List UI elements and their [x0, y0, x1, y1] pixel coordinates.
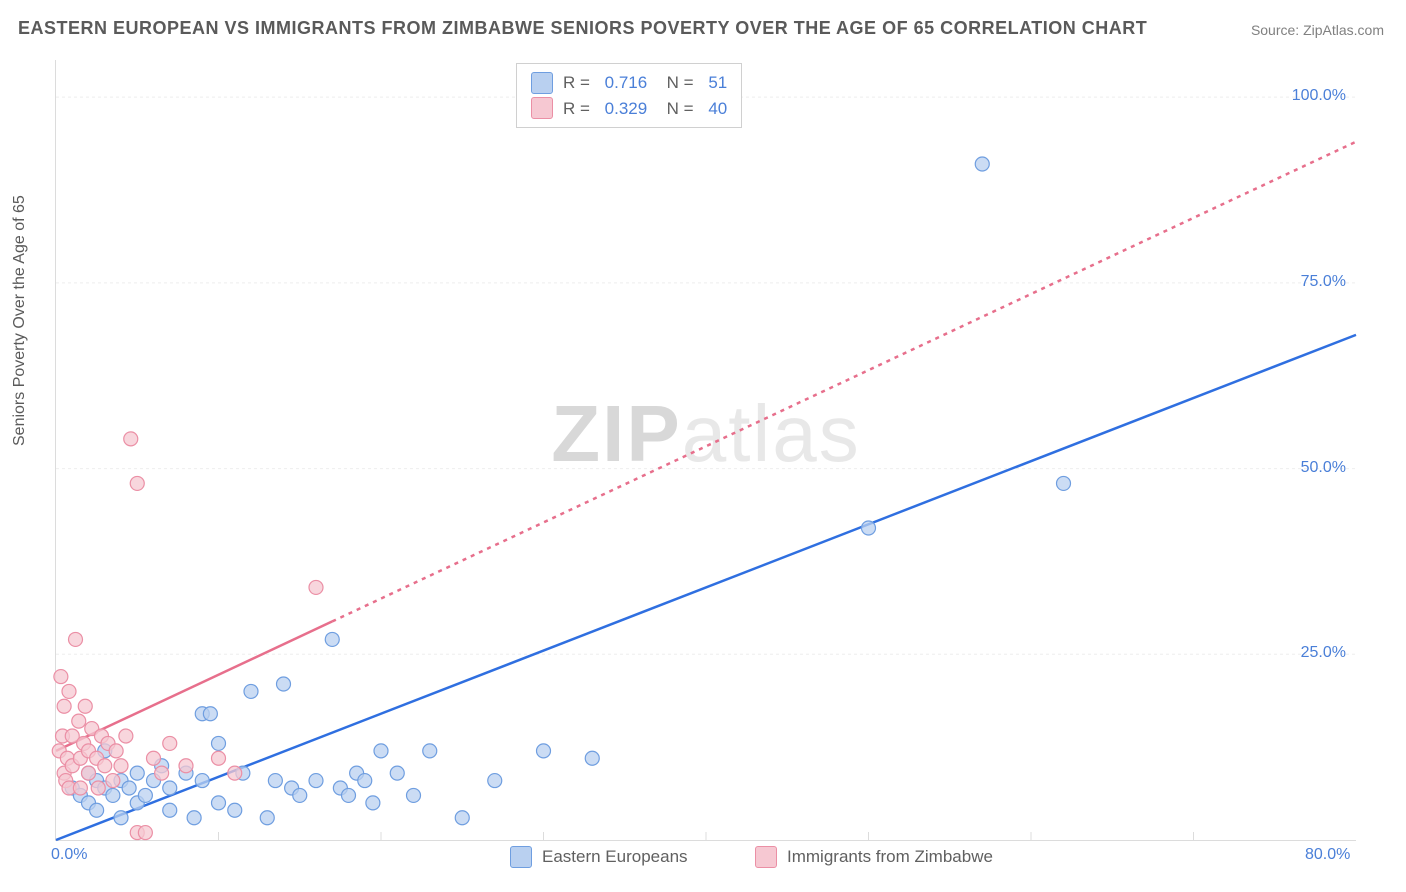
stats-row: R = 0.329 N = 40 [531, 96, 727, 122]
legend-swatch [510, 846, 532, 868]
stat-r-value: 0.329 [605, 96, 648, 122]
stat-n-value: 40 [708, 96, 727, 122]
legend-swatch [755, 846, 777, 868]
source-label: Source: ZipAtlas.com [1251, 22, 1384, 38]
y-tick-label: 50.0% [1301, 459, 1346, 477]
stats-box: R = 0.716 N = 51R = 0.329 N = 40 [516, 63, 742, 128]
legend-label: Immigrants from Zimbabwe [787, 847, 993, 867]
legend-swatch [531, 97, 553, 119]
x-origin-label: 0.0% [51, 846, 87, 864]
legend-swatch [531, 72, 553, 94]
bottom-legend-item: Immigrants from Zimbabwe [755, 846, 993, 868]
stat-r-label: R = [563, 70, 595, 96]
stat-n-label: N = [657, 70, 698, 96]
chart-title: EASTERN EUROPEAN VS IMMIGRANTS FROM ZIMB… [18, 18, 1147, 39]
stat-n-value: 51 [708, 70, 727, 96]
y-tick-label: 75.0% [1301, 273, 1346, 291]
bottom-legend-item: Eastern Europeans [510, 846, 688, 868]
stats-row: R = 0.716 N = 51 [531, 70, 727, 96]
stat-r-label: R = [563, 96, 595, 122]
x-end-label: 80.0% [1305, 846, 1350, 864]
stat-r-value: 0.716 [605, 70, 648, 96]
chart-svg [56, 60, 1356, 840]
chart-container: EASTERN EUROPEAN VS IMMIGRANTS FROM ZIMB… [0, 0, 1406, 892]
y-axis-label: Seniors Poverty Over the Age of 65 [11, 195, 29, 446]
y-tick-label: 100.0% [1292, 87, 1346, 105]
legend-label: Eastern Europeans [542, 847, 688, 867]
stat-n-label: N = [657, 96, 698, 122]
plot-area: ZIPatlas R = 0.716 N = 51R = 0.329 N = 4… [55, 60, 1356, 841]
y-tick-label: 25.0% [1301, 644, 1346, 662]
